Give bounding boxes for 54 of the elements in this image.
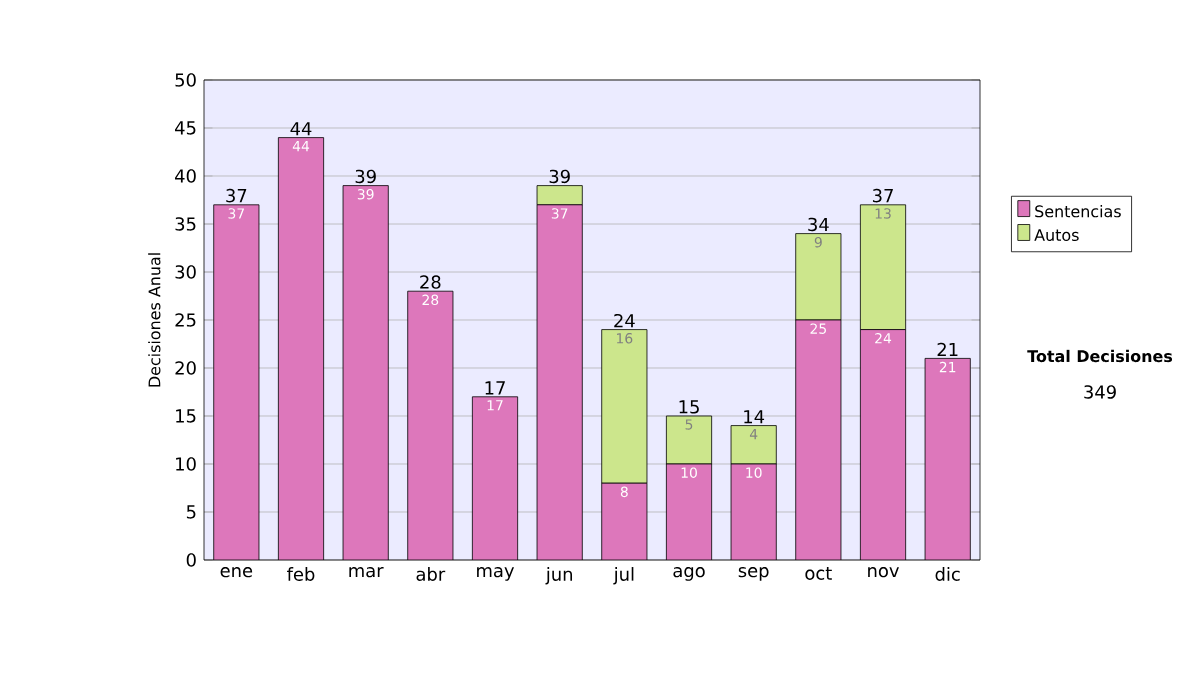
bar (924, 358, 971, 560)
x-tick-label: jun (545, 567, 573, 585)
x-tick-label: feb (287, 567, 315, 581)
total-label: 24 (614, 313, 635, 328)
total-label: 39 (549, 169, 570, 184)
y-tick-label: 35 (175, 217, 196, 231)
y-tick-label: 30 (175, 265, 196, 279)
x-tick-label: ene (220, 567, 253, 578)
y-tick-label: 45 (175, 121, 196, 135)
x-tick-label: dic (935, 567, 960, 581)
x-tick-label: jul (613, 567, 634, 585)
bar (407, 291, 453, 560)
total-label: 37 (226, 188, 247, 203)
bar (278, 137, 324, 560)
y-tick-label: 40 (175, 169, 196, 183)
x-tick-label: abr (416, 567, 446, 581)
x-tick-label: ago (673, 567, 705, 581)
bar (537, 204, 583, 560)
total-label: 17 (485, 381, 505, 395)
y-tick-label: 5 (186, 505, 196, 519)
total-label: 39 (355, 169, 376, 184)
y-tick-label: 25 (175, 313, 196, 327)
bar (213, 204, 259, 560)
bar (472, 396, 518, 560)
total-label: 15 (679, 400, 699, 414)
y-tick-label: 10 (176, 457, 196, 471)
bar (666, 464, 712, 560)
bar (665, 415, 713, 465)
total-label: 21 (937, 342, 958, 357)
x-tick-label: mar (349, 567, 384, 578)
bar (731, 464, 777, 560)
bar (536, 185, 583, 206)
total-label: 28 (420, 275, 441, 289)
x-tick-label: sep (738, 567, 769, 581)
bar (730, 425, 777, 465)
total-label: 44 (290, 122, 312, 136)
bar (601, 329, 648, 484)
bar (343, 185, 389, 560)
text: 349 (1084, 385, 1116, 399)
x-tick-label: may (477, 567, 515, 581)
total-label: 37 (872, 188, 893, 203)
total-label: 34 (808, 217, 829, 232)
y-tick-label: 20 (175, 361, 196, 375)
bar (859, 204, 907, 330)
total-label: 14 (744, 410, 765, 424)
y-tick-label: 15 (176, 409, 196, 423)
bar (795, 233, 842, 321)
y-tick-label: 0 (186, 553, 196, 567)
y-tick-label: 50 (175, 73, 196, 87)
x-tick-label: oct (805, 567, 832, 580)
bar (860, 329, 906, 560)
bar (601, 483, 647, 560)
bar (795, 320, 841, 560)
x-tick-label: nov (868, 567, 899, 578)
